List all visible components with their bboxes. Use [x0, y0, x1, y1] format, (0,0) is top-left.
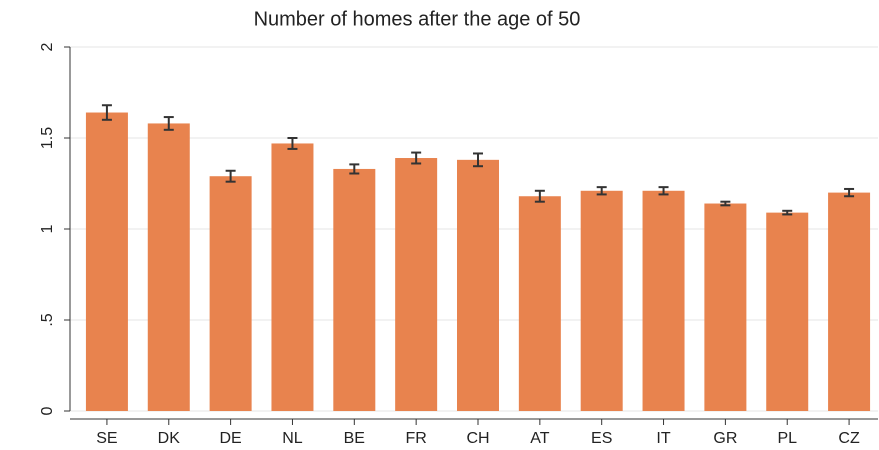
error-bar [720, 200, 731, 207]
bar [766, 212, 809, 411]
y-tick-label: 1.5 [39, 127, 56, 149]
error-bar [473, 152, 483, 168]
x-tick-label: GR [713, 430, 737, 447]
x-tick-label: IT [656, 430, 670, 447]
x-tick-label: AT [530, 430, 549, 447]
x-tick-label: DK [158, 430, 181, 447]
error-bar [411, 151, 422, 165]
error-bar [349, 163, 360, 175]
bar [704, 203, 747, 411]
error-bar [596, 186, 607, 196]
y-tick-label: 0 [39, 406, 56, 415]
x-tick-label: PL [777, 430, 797, 447]
error-bar [101, 104, 112, 121]
error-bar [163, 116, 174, 131]
error-bar [782, 209, 793, 216]
y-tick-label: 2 [39, 42, 56, 51]
x-tick-label: NL [282, 430, 303, 447]
bar [518, 196, 561, 411]
y-tick-label: 1 [39, 224, 56, 233]
error-bar [287, 137, 298, 150]
error-bar [658, 186, 669, 196]
bar [642, 190, 685, 411]
x-tick-label: FR [405, 430, 426, 447]
error-bar [844, 187, 855, 198]
bar [333, 168, 376, 411]
bar [147, 123, 190, 411]
x-tick-label: DE [219, 430, 241, 447]
bar [828, 192, 871, 411]
x-tick-label: CZ [838, 430, 860, 447]
error-bar [534, 189, 545, 203]
bar [85, 112, 128, 412]
y-tick-label: .5 [39, 313, 56, 326]
bar [271, 143, 314, 411]
x-tick-label: CH [466, 430, 489, 447]
bar [457, 159, 499, 411]
x-tick-label: SE [96, 430, 117, 447]
x-tick-label: ES [591, 430, 612, 447]
bar [395, 158, 438, 411]
error-bar [225, 169, 236, 183]
bar [209, 176, 252, 411]
chart-title: Number of homes after the age of 50 [254, 8, 581, 30]
bar [580, 190, 623, 411]
x-tick-label: BE [344, 430, 365, 447]
